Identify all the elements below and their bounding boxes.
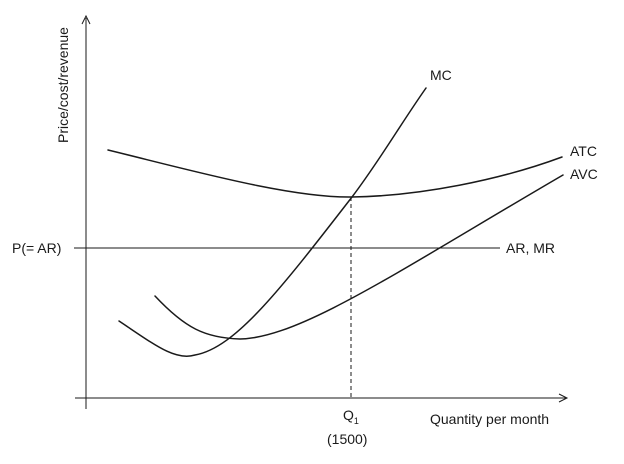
y-axis-arrowhead bbox=[81, 14, 91, 25]
atc-label: ATC bbox=[570, 143, 597, 159]
y-axis-label: Price/cost/revenue bbox=[55, 27, 71, 143]
q1-letter: Q bbox=[343, 407, 354, 423]
x-axis-arrowhead bbox=[558, 393, 569, 403]
mc-curve bbox=[118, 87, 427, 357]
mc-label: MC bbox=[430, 67, 452, 83]
ar-mr-label: AR, MR bbox=[506, 240, 555, 256]
avc-curve bbox=[154, 174, 564, 340]
q1-value: (1500) bbox=[327, 431, 367, 447]
atc-curve bbox=[107, 149, 563, 198]
q1-subscript: 1 bbox=[354, 416, 359, 426]
x-axis-label: Quantity per month bbox=[430, 411, 549, 427]
avc-label: AVC bbox=[570, 166, 598, 182]
price-label: P(= AR) bbox=[12, 240, 61, 256]
q1-label: Q1 bbox=[343, 407, 359, 426]
